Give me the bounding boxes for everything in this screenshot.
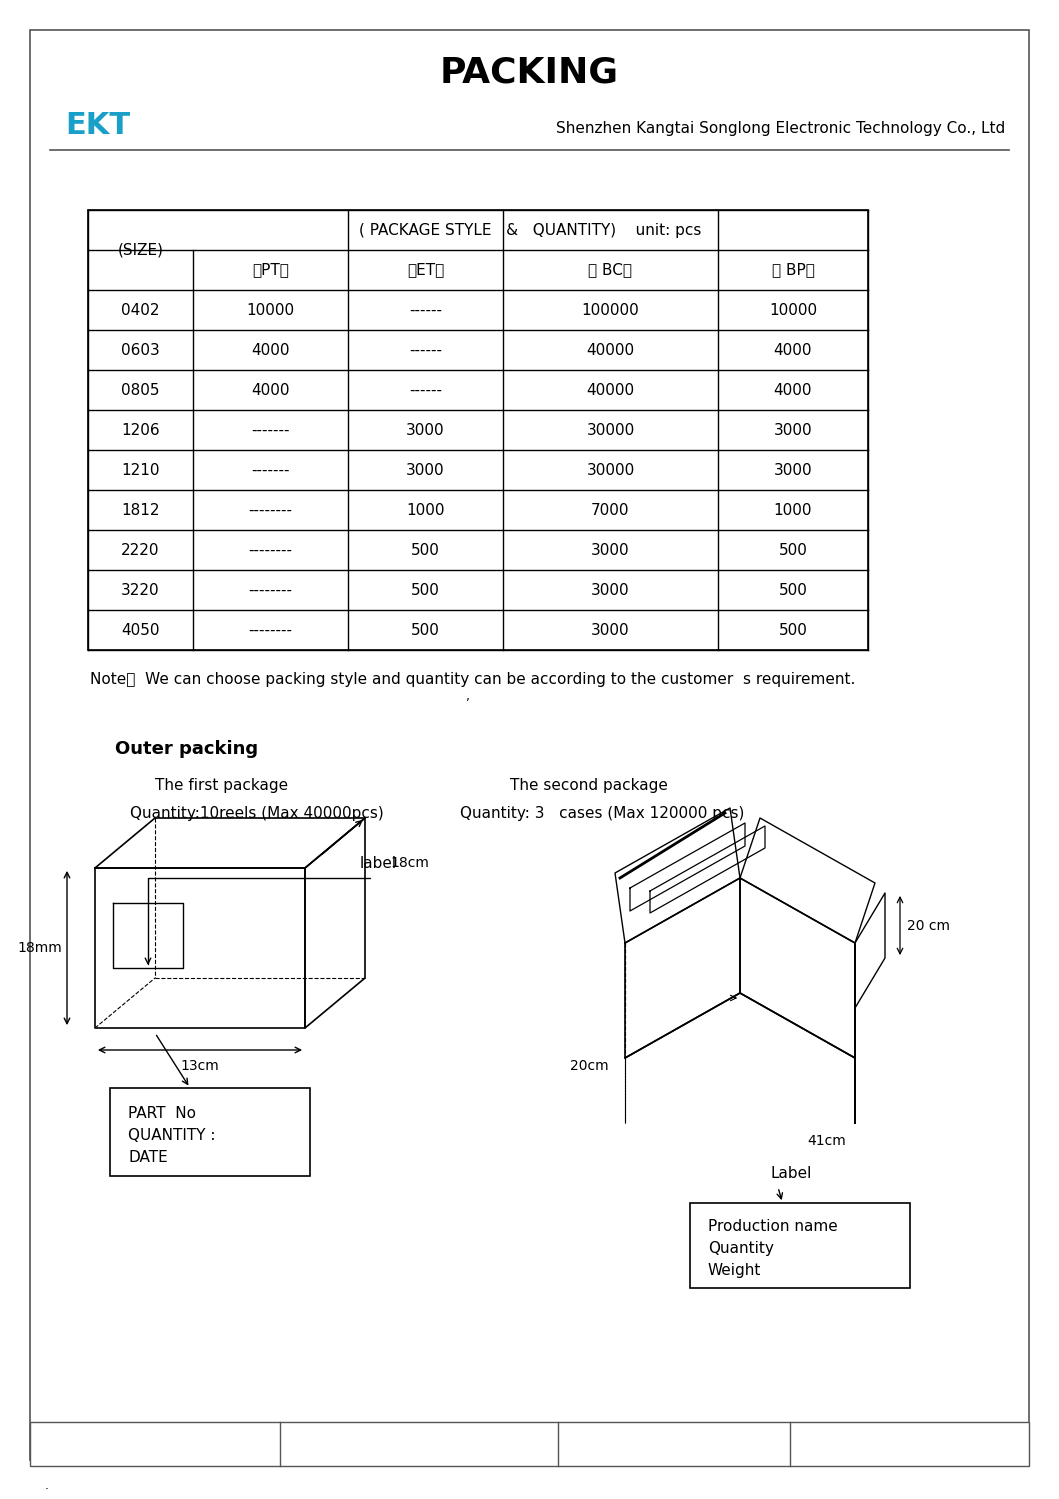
Text: 3000: 3000 <box>774 423 812 438</box>
Text: ,: , <box>90 690 470 703</box>
Text: 40000: 40000 <box>587 342 634 357</box>
Text: ( PACKAGE STYLE   &   QUANTITY)    unit: pcs: ( PACKAGE STYLE & QUANTITY) unit: pcs <box>359 222 702 237</box>
Text: --------: -------- <box>249 583 292 598</box>
Text: （ BP）: （ BP） <box>772 262 814 277</box>
Text: 500: 500 <box>778 622 807 637</box>
Text: 500: 500 <box>411 622 439 637</box>
Text: 41cm: 41cm <box>808 1135 846 1148</box>
Text: QUANTITY :: QUANTITY : <box>128 1129 215 1144</box>
Text: 3000: 3000 <box>407 463 445 478</box>
Text: --------: -------- <box>249 543 292 558</box>
Bar <box>88 210 868 651</box>
Text: Quantity:10reels (Max 40000pcs): Quantity:10reels (Max 40000pcs) <box>130 806 383 821</box>
Text: -------: ------- <box>251 463 290 478</box>
Text: 500: 500 <box>411 583 439 598</box>
Text: Weight: Weight <box>708 1264 761 1279</box>
Text: Shenzhen Kangtai Songlong Electronic Technology Co., Ltd: Shenzhen Kangtai Songlong Electronic Tec… <box>556 120 1005 135</box>
Text: ------: ------ <box>409 342 442 357</box>
Text: PACKING: PACKING <box>439 55 618 88</box>
Text: 1210: 1210 <box>121 463 160 478</box>
Text: 7000: 7000 <box>591 502 630 517</box>
Text: ------: ------ <box>409 382 442 397</box>
Text: 30000: 30000 <box>587 463 634 478</box>
Bar <box>30 1423 1029 1466</box>
Text: Note：  We can choose packing style and quantity can be according to the customer: Note： We can choose packing style and qu… <box>90 672 856 687</box>
Text: 18cm: 18cm <box>390 856 429 869</box>
Text: PART  No: PART No <box>128 1106 196 1121</box>
Text: 4000: 4000 <box>251 342 290 357</box>
Bar <box>690 1204 910 1288</box>
Text: 500: 500 <box>778 583 807 598</box>
Text: 3000: 3000 <box>591 622 630 637</box>
Text: 18mm: 18mm <box>17 941 62 955</box>
Text: --------: -------- <box>249 622 292 637</box>
Text: 4000: 4000 <box>774 382 812 397</box>
Text: 4050: 4050 <box>121 622 160 637</box>
Text: Label: Label <box>770 1166 811 1181</box>
Text: 0805: 0805 <box>121 382 160 397</box>
Text: EKT: EKT <box>65 111 130 139</box>
Text: (SIZE): (SIZE) <box>118 243 163 258</box>
Text: -------: ------- <box>251 423 290 438</box>
Text: 500: 500 <box>778 543 807 558</box>
Text: 40000: 40000 <box>587 382 634 397</box>
Text: （ET）: （ET） <box>407 262 444 277</box>
Text: 13cm: 13cm <box>181 1058 219 1073</box>
Text: 3000: 3000 <box>591 543 630 558</box>
Text: The first package: The first package <box>155 778 288 793</box>
Text: 0603: 0603 <box>121 342 160 357</box>
Text: 4000: 4000 <box>774 342 812 357</box>
Text: 100000: 100000 <box>581 303 640 318</box>
Text: 1000: 1000 <box>407 502 445 517</box>
Text: Quantity: Quantity <box>708 1241 774 1256</box>
Text: ·: · <box>44 1484 49 1496</box>
Text: 0402: 0402 <box>121 303 160 318</box>
Text: （ BC）: （ BC） <box>589 262 632 277</box>
Text: 20cm: 20cm <box>570 1058 609 1073</box>
Text: 10000: 10000 <box>769 303 818 318</box>
Text: ------: ------ <box>409 303 442 318</box>
Text: --------: -------- <box>249 502 292 517</box>
Text: 2220: 2220 <box>121 543 160 558</box>
Text: 3000: 3000 <box>407 423 445 438</box>
Text: 30000: 30000 <box>587 423 634 438</box>
Text: Quantity: 3   cases (Max 120000 pcs): Quantity: 3 cases (Max 120000 pcs) <box>460 806 744 821</box>
Text: （PT）: （PT） <box>252 262 289 277</box>
Text: 500: 500 <box>411 543 439 558</box>
Text: Production name: Production name <box>708 1219 838 1234</box>
Text: 1000: 1000 <box>774 502 812 517</box>
Text: label: label <box>360 856 397 871</box>
Text: 3220: 3220 <box>121 583 160 598</box>
Text: The second package: The second package <box>510 778 668 793</box>
Text: 1812: 1812 <box>121 502 160 517</box>
Text: 10000: 10000 <box>247 303 294 318</box>
Text: Outer packing: Outer packing <box>115 741 258 758</box>
Text: DATE: DATE <box>128 1150 167 1165</box>
Text: 1206: 1206 <box>121 423 160 438</box>
Text: 3000: 3000 <box>774 463 812 478</box>
Text: 4000: 4000 <box>251 382 290 397</box>
Bar <box>110 1088 310 1177</box>
Text: 20 cm: 20 cm <box>907 919 950 932</box>
Text: 3000: 3000 <box>591 583 630 598</box>
